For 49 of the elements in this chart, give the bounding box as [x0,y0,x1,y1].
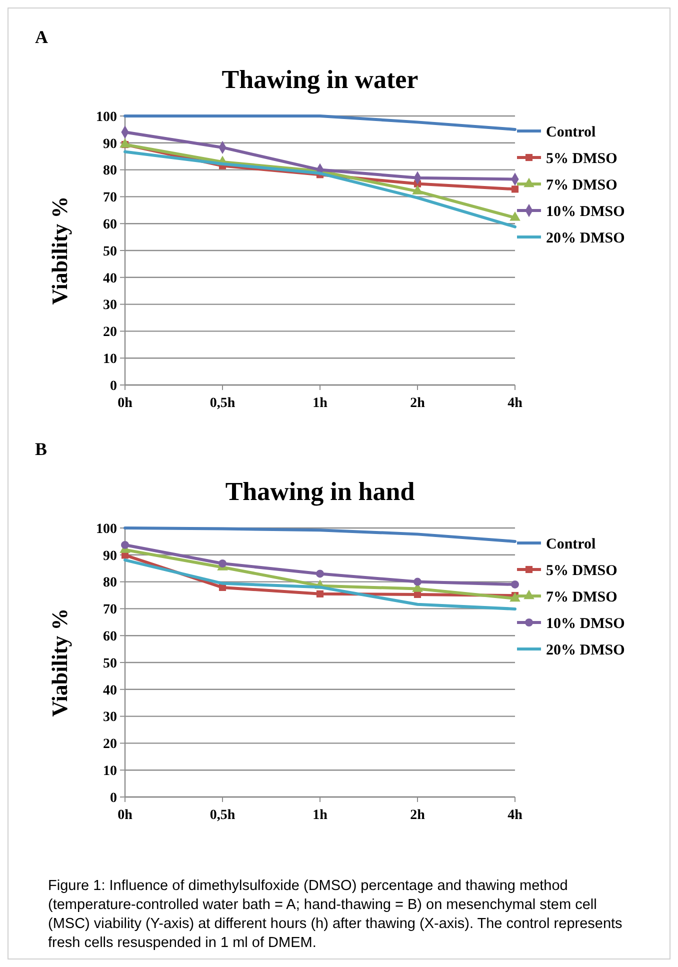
text: B [35,439,48,459]
y-tick-label: 60 [103,218,117,232]
legend-label: 7% DMSO [546,177,618,194]
x-tick-label: 2h [410,808,426,823]
legend-label: 20% DMSO [546,642,625,658]
y-axis-title: Viability % [47,196,72,305]
x-tick-label: 4h [508,396,523,411]
caption: Figure 1: Influence of dimethylsulfoxide (DMSO) percentage and thawing method (temperature-controlled water bath = A; hand-thawing = B) on mesenchymal stem cell (MSC) viability (Y-axis) at different hours (h) after thawing (X-axis). The control represents fresh cells resuspended in 1 ml of DMEM. [48,878,622,951]
y-tick-label: 30 [103,298,117,314]
x-tick-label: 0,5h [210,808,236,823]
y-tick-label: 100 [96,110,117,125]
y-tick-label: 70 [103,602,117,618]
text: A [35,27,48,47]
y-tick-label: 80 [103,164,117,179]
chart-title: Thawing in hand [225,477,416,506]
chart-title: Thawing in water [222,65,418,94]
legend-label: Control [546,536,596,552]
y-axis-title: Viability % [47,608,72,717]
x-tick-label: 1h [312,396,328,411]
y-tick-label: 40 [103,271,117,286]
y-tick-label: 90 [103,136,117,152]
y-tick-label: 50 [103,656,117,672]
x-tick-label: 0h [118,396,133,411]
x-tick-label: 1h [312,808,328,823]
y-tick-label: 70 [103,190,117,206]
y-tick-label: 60 [103,630,117,644]
x-tick-label: 2h [410,396,426,411]
y-tick-label: 80 [103,576,117,591]
legend-label: 10% DMSO [546,204,625,220]
y-tick-label: 0 [110,378,117,394]
legend-label: 10% DMSO [546,616,625,632]
legend-label: 5% DMSO [546,562,618,579]
legend-label: 7% DMSO [546,589,618,606]
x-tick-label: 0,5h [210,396,236,411]
y-tick-label: 20 [103,737,117,752]
legend-label: 5% DMSO [546,150,618,167]
y-tick-label: 50 [103,244,117,260]
y-tick-label: 30 [103,710,117,726]
y-tick-label: 0 [110,790,117,806]
legend-label: Control [546,124,596,140]
y-tick-label: 10 [103,352,117,367]
legend-label: 20% DMSO [546,230,625,246]
x-tick-label: 0h [118,808,133,823]
y-tick-label: 10 [103,764,117,779]
y-tick-label: 90 [103,548,117,564]
y-tick-label: 100 [96,522,117,537]
y-tick-label: 40 [103,683,117,698]
y-tick-label: 20 [103,325,117,340]
x-tick-label: 4h [508,808,523,823]
